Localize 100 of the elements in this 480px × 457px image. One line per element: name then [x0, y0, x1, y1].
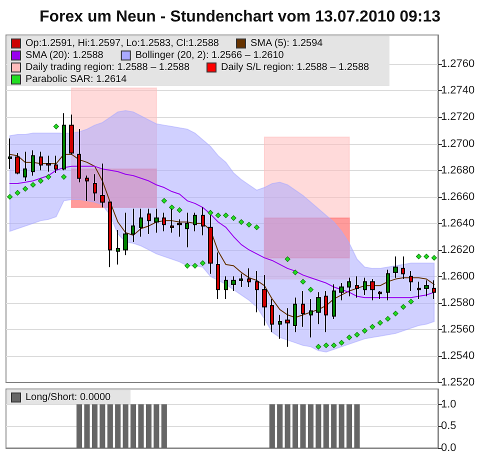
point: [400, 304, 406, 310]
y-tick-label: 0.5: [441, 420, 456, 432]
y-tick-label: 1.2520: [441, 376, 475, 388]
point: [424, 254, 430, 260]
point: [7, 194, 13, 200]
candlestick: [393, 256, 398, 278]
point: [46, 174, 52, 180]
candlestick: [355, 276, 359, 298]
point: [377, 320, 383, 326]
candlestick: [39, 151, 43, 171]
candlestick: [100, 163, 105, 208]
candlestick: [216, 252, 220, 300]
candlestick: [231, 276, 236, 292]
y-tick-label: 1.0: [441, 398, 456, 410]
candlestick: [339, 282, 344, 301]
legend-label: Op:1.2591, Hi:1.2597, Lo:1.2583, Cl:1.2588: [26, 38, 220, 49]
candlestick: [409, 270, 413, 292]
candlestick: [239, 273, 243, 288]
candlestick: [301, 290, 305, 328]
legend-label: Bollinger (20, 2): 1.2566 – 1.2610: [135, 50, 284, 61]
point: [184, 262, 190, 269]
point: [53, 124, 59, 130]
point: [331, 342, 337, 348]
candlestick: [347, 277, 351, 297]
point: [431, 255, 437, 261]
point: [169, 204, 175, 210]
point: [200, 260, 206, 266]
candlestick: [224, 276, 228, 300]
candlestick: [85, 175, 89, 202]
y-tick-label: 1.2680: [441, 164, 475, 176]
candlestick: [62, 112, 66, 171]
candlestick: [108, 202, 112, 268]
candlestick: [432, 280, 436, 300]
point: [254, 224, 260, 230]
candlestick: [201, 206, 205, 236]
point: [61, 174, 67, 180]
candlestick: [147, 208, 151, 234]
candlestick: [131, 208, 135, 242]
candlestick: [15, 152, 20, 175]
candlestick: [285, 308, 290, 348]
candlestick: [309, 298, 313, 338]
y-tick-label: 1.2640: [441, 217, 475, 230]
candlestick: [177, 218, 182, 238]
y-tick-label: 0.0: [441, 442, 456, 454]
point: [22, 186, 28, 192]
point: [30, 182, 36, 188]
point: [215, 212, 221, 218]
point: [316, 344, 322, 350]
point: [300, 278, 306, 284]
candlestick: [116, 229, 120, 265]
point: [161, 198, 167, 204]
candlestick: [162, 212, 166, 232]
y-tick-label: 1.2560: [441, 323, 475, 336]
candlestick: [247, 268, 251, 288]
candlestick: [262, 274, 267, 326]
legend-label: SMA (20): 1.2588: [26, 50, 104, 61]
point: [208, 210, 214, 216]
candlestick: [31, 150, 35, 176]
candlestick: [123, 212, 128, 256]
point: [354, 332, 360, 338]
point: [38, 178, 44, 184]
candlestick: [293, 297, 297, 333]
point: [362, 328, 368, 334]
point: [230, 215, 236, 221]
point: [176, 207, 182, 213]
point: [346, 334, 352, 340]
candlestick: [316, 292, 321, 325]
candlestick: [386, 269, 390, 301]
candlestick: [270, 298, 274, 333]
candlestick: [417, 281, 421, 300]
point: [408, 298, 414, 304]
candlestick: [278, 314, 282, 340]
y-tick-label: 1.2620: [441, 244, 475, 256]
y-tick-label: 1.2720: [441, 111, 475, 124]
candlestick: [324, 290, 328, 333]
point: [284, 256, 290, 262]
point: [338, 340, 344, 346]
legend-label: Parabolic SAR: 1.2614: [26, 74, 128, 85]
y-tick-label: 1.2700: [441, 138, 475, 150]
legend-label: Daily S/L region: 1.2588 – 1.2588: [221, 62, 370, 73]
legend-label: Long/Short: 0.0000: [26, 392, 112, 403]
point: [370, 324, 376, 330]
y-tick-label: 1.2600: [441, 270, 475, 282]
point: [223, 212, 229, 218]
candlestick: [69, 114, 74, 155]
point: [246, 222, 252, 228]
candlestick: [93, 174, 97, 202]
y-tick-label: 1.2660: [441, 190, 475, 203]
candlestick: [185, 212, 189, 248]
candlestick: [255, 270, 259, 313]
candlestick: [23, 151, 27, 182]
candlestick: [370, 278, 375, 301]
candlestick: [401, 256, 405, 280]
candlestick: [332, 284, 336, 320]
point: [392, 310, 398, 316]
candlestick: [46, 155, 51, 172]
candlestick: [154, 208, 159, 234]
y-tick-label: 1.2540: [441, 350, 475, 362]
candlestick: [139, 208, 143, 238]
point: [292, 270, 298, 276]
